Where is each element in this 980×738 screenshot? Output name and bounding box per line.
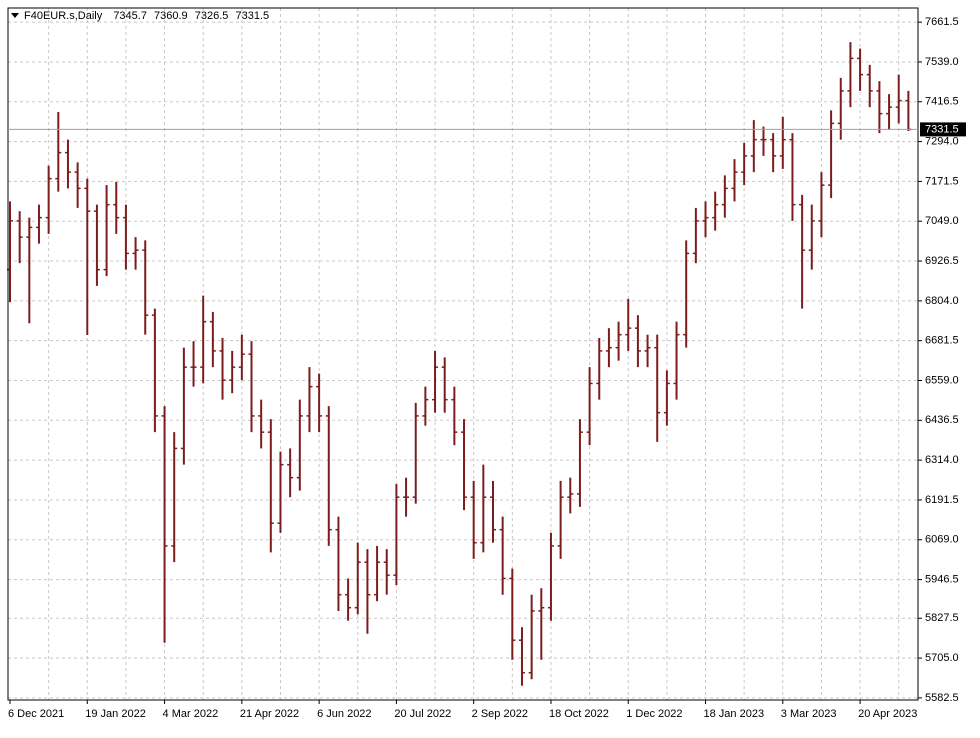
x-tick-label: 21 Apr 2022 bbox=[240, 708, 299, 720]
symbol: F40EUR.s,Daily bbox=[24, 10, 103, 22]
last-low: 7326.5 bbox=[195, 10, 229, 22]
y-tick-label: 6926.5 bbox=[925, 255, 959, 267]
x-tick-label: 20 Jul 2022 bbox=[394, 708, 451, 720]
y-tick-label: 5705.0 bbox=[925, 652, 959, 664]
y-tick-label: 6559.0 bbox=[925, 374, 959, 386]
y-tick-label: 7661.5 bbox=[925, 16, 959, 28]
current-price-label: 7331.5 bbox=[925, 123, 959, 135]
x-tick-label: 20 Apr 2023 bbox=[858, 708, 917, 720]
y-tick-label: 7539.0 bbox=[925, 56, 959, 68]
y-tick-label: 6681.5 bbox=[925, 335, 959, 347]
x-tick-label: 18 Oct 2022 bbox=[549, 708, 609, 720]
last-high: 7360.9 bbox=[154, 10, 188, 22]
chart-header: F40EUR.s,Daily 7345.7 7360.9 7326.5 7331… bbox=[24, 10, 269, 22]
y-tick-label: 5582.5 bbox=[925, 692, 959, 704]
y-tick-label: 6804.0 bbox=[925, 295, 959, 307]
x-tick-label: 3 Mar 2023 bbox=[781, 708, 837, 720]
y-tick-label: 7049.0 bbox=[925, 215, 959, 227]
y-tick-label: 5946.5 bbox=[925, 573, 959, 585]
x-tick-label: 6 Dec 2021 bbox=[8, 708, 64, 720]
menu-triangle bbox=[11, 13, 19, 18]
plot-frame bbox=[7, 7, 919, 701]
x-tick-label: 2 Sep 2022 bbox=[472, 708, 528, 720]
y-tick-label: 7294.0 bbox=[925, 135, 959, 147]
x-tick-label: 6 Jun 2022 bbox=[317, 708, 371, 720]
x-tick-label: 1 Dec 2022 bbox=[626, 708, 682, 720]
last-close: 7331.5 bbox=[235, 10, 269, 22]
y-tick-label: 6314.0 bbox=[925, 454, 959, 466]
bars bbox=[7, 42, 912, 686]
y-tick-label: 6191.5 bbox=[925, 494, 959, 506]
x-tick-label: 4 Mar 2022 bbox=[163, 708, 219, 720]
grid bbox=[8, 8, 918, 700]
current-price-box bbox=[920, 122, 966, 137]
x-tick-label: 19 Jan 2022 bbox=[85, 708, 146, 720]
y-tick-label: 6069.0 bbox=[925, 534, 959, 546]
y-tick-label: 7171.5 bbox=[925, 175, 959, 187]
y-tick-label: 6436.5 bbox=[925, 414, 959, 426]
x-tick-label: 18 Jan 2023 bbox=[704, 708, 765, 720]
y-tick-label: 7416.5 bbox=[925, 96, 959, 108]
y-tick-label: 5827.5 bbox=[925, 612, 959, 624]
last-open: 7345.7 bbox=[113, 10, 147, 22]
